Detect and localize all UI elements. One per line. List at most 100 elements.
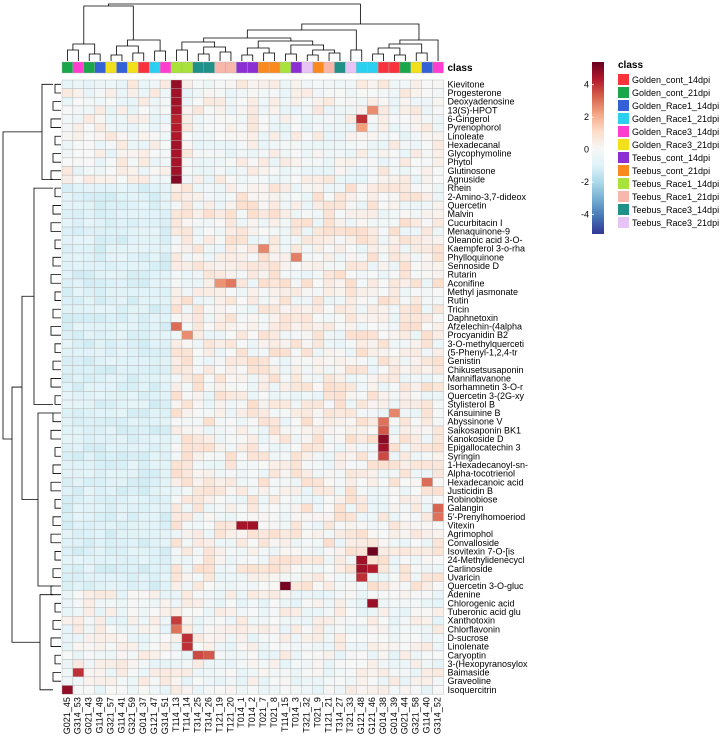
heatmap-cell — [279, 503, 292, 513]
heatmap-cell — [312, 659, 324, 669]
heatmap-cell — [170, 270, 183, 280]
heatmap-cell — [192, 624, 204, 634]
heatmap-cell — [225, 495, 237, 505]
heatmap-cell — [203, 339, 215, 349]
heatmap-cell — [94, 443, 106, 453]
heatmap-cell — [312, 296, 324, 306]
heatmap-cell — [301, 650, 313, 660]
heatmap-cell — [410, 495, 422, 505]
heatmap-cell — [192, 555, 204, 565]
heatmap-cell — [236, 451, 248, 461]
heatmap-cell — [356, 226, 368, 236]
heatmap-cell — [116, 296, 128, 306]
dendrogram-link — [312, 49, 335, 55]
heatmap-cell — [225, 676, 237, 686]
heatmap-cell — [247, 200, 259, 210]
heatmap-cell — [83, 347, 95, 357]
heatmap-cell — [181, 443, 193, 453]
heatmap-cell — [127, 650, 139, 660]
heatmap-cell — [225, 642, 237, 652]
heatmap-cell — [290, 365, 302, 375]
heatmap-cell — [399, 469, 411, 479]
dendrogram-link — [50, 637, 61, 647]
heatmap-cell — [279, 642, 292, 652]
heatmap-cell — [367, 391, 379, 401]
heatmap-cell — [105, 564, 117, 574]
heatmap-cell — [94, 114, 106, 124]
heatmap-cell — [170, 391, 183, 401]
heatmap-cell — [214, 616, 226, 626]
column-label: G321_57 — [105, 697, 115, 734]
heatmap-cell — [421, 287, 433, 297]
colorbar-tick-label: 2 — [584, 112, 589, 122]
dendrogram-link — [132, 52, 145, 61]
heatmap-cell — [290, 356, 302, 366]
heatmap-cell — [214, 668, 226, 678]
heatmap-cell — [301, 503, 313, 513]
heatmap-cell — [399, 460, 411, 470]
heatmap-cell — [377, 218, 390, 228]
heatmap-cell — [148, 114, 161, 124]
class-annotation-cell — [410, 61, 422, 74]
row-label: 13(S)-HPOT — [448, 105, 499, 115]
heatmap-cell — [214, 166, 226, 176]
heatmap-cell — [225, 503, 237, 513]
heatmap-cell — [345, 209, 357, 219]
heatmap-cell — [138, 451, 150, 461]
heatmap-cell — [225, 607, 237, 617]
heatmap-cell — [214, 235, 226, 245]
heatmap-cell — [334, 529, 346, 539]
heatmap-cell — [388, 572, 401, 582]
heatmap-cell — [279, 624, 292, 634]
heatmap-cell — [138, 477, 150, 487]
heatmap-cell — [247, 226, 259, 236]
heatmap-cell — [159, 434, 172, 444]
heatmap-cell — [94, 529, 106, 539]
heatmap-cell — [148, 486, 161, 496]
class-annotation-cell — [377, 61, 390, 74]
heatmap-cell — [279, 659, 292, 669]
heatmap-cell — [345, 391, 357, 401]
heatmap-cell — [138, 79, 150, 89]
heatmap-cell — [377, 624, 390, 634]
heatmap-cell — [225, 668, 237, 678]
heatmap-cell — [258, 183, 270, 193]
heatmap-cell — [127, 676, 139, 686]
heatmap-cell — [236, 382, 248, 392]
heatmap-cell — [61, 157, 74, 167]
row-label: Isovitexin 7-O-[is — [448, 546, 516, 556]
heatmap-cell — [181, 685, 193, 695]
heatmap-cell — [225, 157, 237, 167]
heatmap-cell — [399, 590, 411, 600]
heatmap-cell — [432, 451, 444, 461]
heatmap-cell — [214, 287, 226, 297]
heatmap-cell — [61, 79, 74, 89]
heatmap-cell — [258, 417, 270, 427]
dendrogram-link — [11, 386, 40, 643]
heatmap-cell — [214, 546, 226, 556]
heatmap-cell — [72, 624, 85, 634]
heatmap-cell — [290, 382, 302, 392]
heatmap-cell — [301, 572, 313, 582]
heatmap-cell — [127, 607, 139, 617]
heatmap-cell — [116, 270, 128, 280]
heatmap-cell — [127, 79, 139, 89]
heatmap-cell — [279, 287, 292, 297]
heatmap-cell — [279, 339, 292, 349]
heatmap-cell — [258, 642, 270, 652]
heatmap-cell — [72, 209, 85, 219]
heatmap-cell — [203, 624, 215, 634]
heatmap-cell — [377, 529, 390, 539]
heatmap-cell — [312, 616, 324, 626]
heatmap-cell — [159, 598, 172, 608]
heatmap-cell — [170, 460, 183, 470]
heatmap-cell — [247, 157, 259, 167]
heatmap-cell — [421, 581, 433, 591]
heatmap-cell — [236, 495, 248, 505]
heatmap-cell — [388, 546, 401, 556]
heatmap-cell — [203, 322, 215, 332]
dendrogram-link — [285, 53, 297, 61]
heatmap-cell — [410, 192, 422, 202]
heatmap-cell — [148, 434, 161, 444]
